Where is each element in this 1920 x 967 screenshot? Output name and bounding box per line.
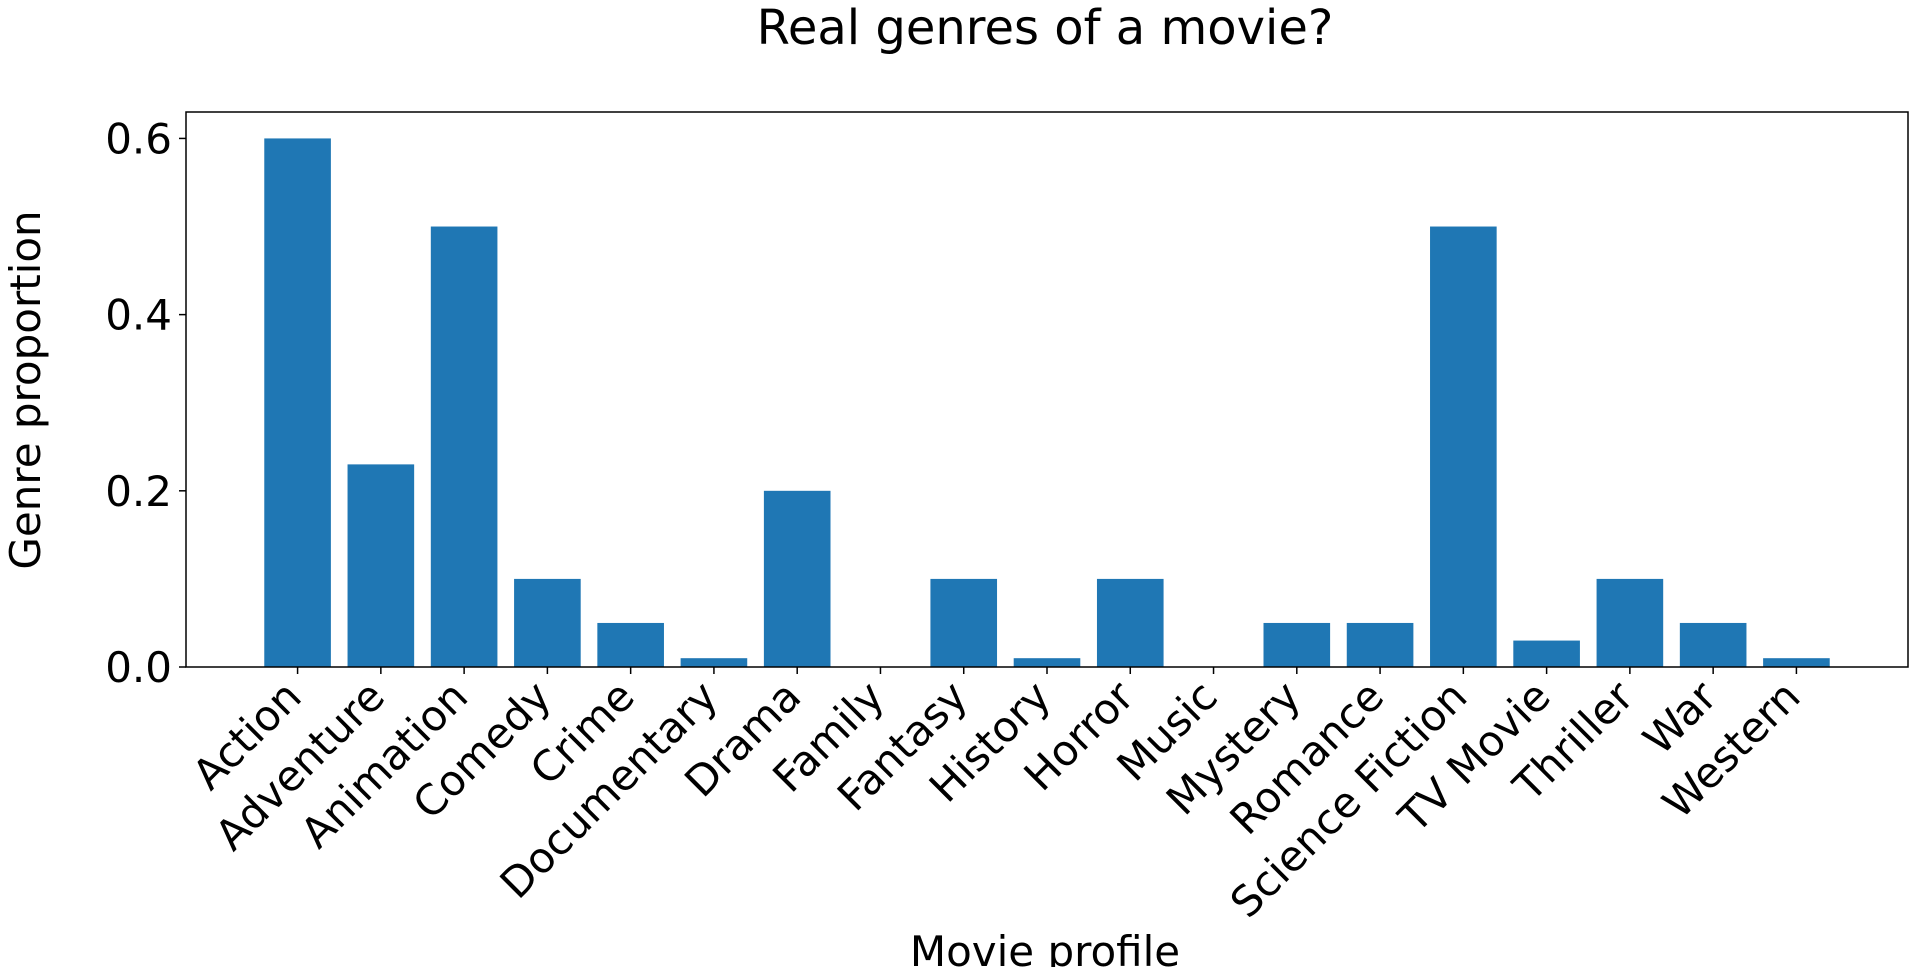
- bar-crime: [597, 622, 664, 667]
- bar-documentary: [680, 658, 748, 667]
- plot-frame: [185, 111, 1909, 668]
- bars-layer: [264, 138, 1830, 667]
- x-axis-label: Movie profile: [910, 927, 1180, 967]
- bar-drama: [763, 490, 831, 667]
- chart-title: Real genres of a movie?: [757, 0, 1334, 56]
- y-ticks-layer: 0.0 0.2 0.4 0.6: [105, 114, 186, 692]
- bar-adventure: [347, 464, 415, 667]
- x-ticks-layer: ActionAdventureAnimationComedyCrimeDocum…: [183, 667, 1809, 927]
- bar-action: [264, 138, 331, 667]
- y-axis-label: Genre proportion: [1, 210, 50, 569]
- bar-fantasy: [930, 578, 998, 667]
- y-tick-label: 0.2: [105, 467, 172, 516]
- bar-horror: [1096, 578, 1164, 667]
- y-tick-label: 0.4: [105, 291, 172, 340]
- bar-comedy: [514, 578, 581, 667]
- y-tick-label: 0.0: [105, 643, 172, 692]
- bar-animation: [430, 226, 498, 667]
- bar-western: [1763, 658, 1830, 667]
- y-tick-label: 0.6: [105, 114, 172, 163]
- bar-science-fiction: [1430, 226, 1497, 667]
- bar-tv-movie: [1513, 640, 1580, 667]
- bar-mystery: [1263, 622, 1331, 667]
- bar-thriller: [1596, 578, 1664, 667]
- bar-romance: [1346, 622, 1414, 667]
- bar-war: [1679, 622, 1747, 667]
- bar-history: [1013, 658, 1081, 667]
